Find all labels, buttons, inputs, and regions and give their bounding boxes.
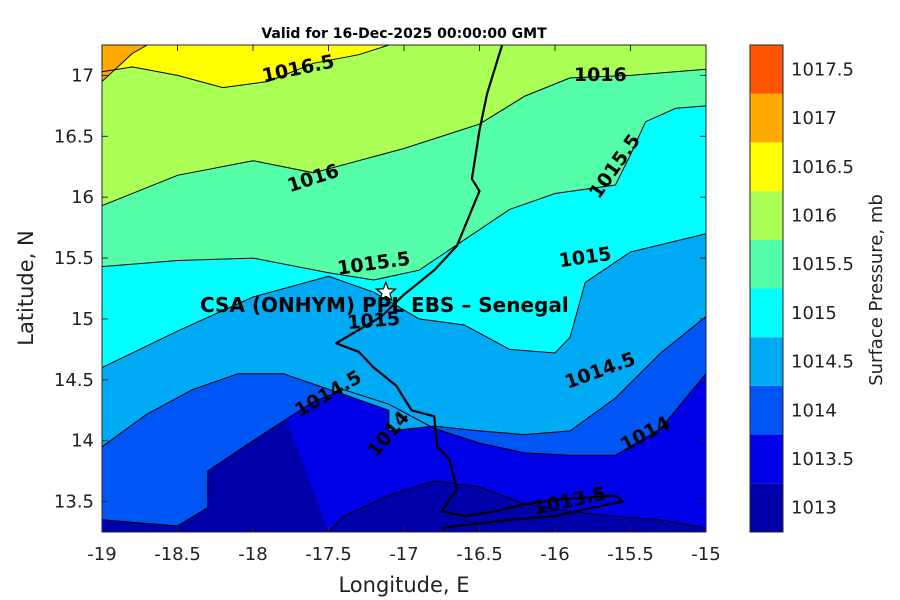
x-tick-label: -18 [238,544,267,565]
fill-band-1017 [102,45,148,82]
y-tick-label: 14 [71,431,94,452]
station-marker-group: CSA (ONHYM) PPL EBS – Senegal [200,280,569,317]
contour-line-1016_5 [102,45,390,89]
colorbar-band [750,434,783,484]
contour-line-1017 [102,45,148,82]
y-tick-label: 15.5 [54,248,94,269]
colorbar-tick-label: 1017 [791,108,837,129]
colorbar-band [750,483,783,532]
colorbar-tick-label: 1013.5 [791,449,854,470]
x-axis-ticks: -19 -18.5 -18 -17.5 -17 -16.5 -16 -15.5 -15 [87,45,721,565]
contour-label: 1015 [346,308,401,335]
y-tick-label: 15 [71,309,94,330]
y-axis-ticks: 13.5 14 14.5 15 15.5 16 16.5 17 [54,65,706,513]
colorbar-band [750,288,783,338]
colorbar-tick-label: 1014.5 [791,352,854,373]
coastline [335,45,625,530]
chart-title: Valid for 16-Dec-2025 00:00:00 GMT [261,26,547,42]
colorbar-band [750,385,783,435]
y-tick-label: 17 [71,65,94,86]
x-tick-label: -16.5 [456,544,503,565]
fill-band-1016 [102,45,706,206]
colorbar-tick-label: 1016.5 [791,157,854,178]
y-tick-label: 13.5 [54,492,94,513]
colorbar-label: Surface Pressure, mb [866,194,887,386]
colorbar-tick-label: 1013 [791,498,837,519]
x-tick-label: -15.5 [607,544,654,565]
x-axis-label: Longitude, E [338,573,469,597]
x-tick-label: -15 [691,544,720,565]
colorbar-tick-label: 1015.5 [791,254,854,275]
colorbar-tick-label: 1017.5 [791,59,854,80]
station-label: CSA (ONHYM) PPL EBS – Senegal [200,293,569,317]
colorbar-tick-label: 1014 [791,400,837,421]
colorbar-band [750,337,783,386]
contour-line-1013_5 [328,480,706,532]
x-tick-label: -18.5 [154,544,201,565]
y-tick-label: 16.5 [54,126,94,147]
contour-line-1014 [102,373,706,527]
x-tick-label: -17.5 [305,544,352,565]
x-tick-label: -17 [389,544,418,565]
y-axis-label: Latitude, N [14,230,38,346]
coastline-path [335,45,625,530]
colorbar-band [750,191,783,240]
y-tick-label: 16 [71,187,94,208]
filled-contours [102,45,706,532]
contour-line-1015_5 [102,105,706,281]
contour-line-1016 [102,68,706,207]
station-star-icon [374,280,398,302]
colorbar-tick-label: 1015 [791,303,837,324]
y-tick-label: 14.5 [54,370,94,391]
colorbar-band [750,45,783,94]
x-tick-label: -19 [87,544,116,565]
colorbar-band [750,142,783,192]
colorbar-tick-label: 1016 [791,205,837,226]
colorbar-frame [749,44,784,533]
colorbar-band [750,93,783,143]
contour-label: 1016 [574,64,627,86]
fill-band-1016_5 [102,45,389,88]
x-tick-label: -16 [540,544,569,565]
colorbar: 1013 1013.5 1014 1014.5 1015 1015.5 1016 1016.5… [749,44,854,533]
contour-line-1015 [102,233,706,369]
contour-lines [102,45,706,532]
contour-line-1014_5 [102,316,706,448]
colorbar-band [750,239,783,289]
